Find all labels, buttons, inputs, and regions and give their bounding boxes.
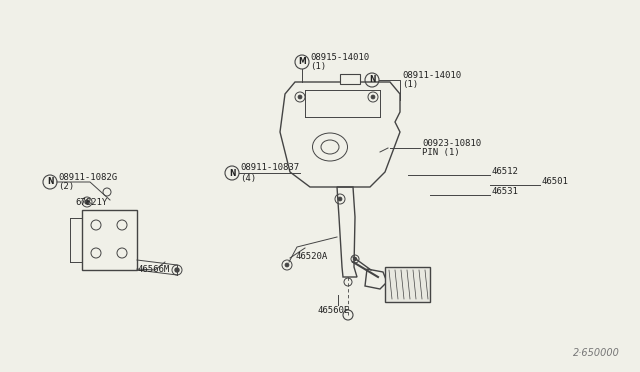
- Text: N: N: [47, 177, 53, 186]
- Text: N: N: [228, 169, 236, 177]
- Text: PIN (1): PIN (1): [422, 148, 460, 157]
- Text: N: N: [369, 76, 375, 84]
- Bar: [340, 74, 360, 84]
- Bar: [385, 267, 430, 302]
- Text: 08911-1082G: 08911-1082G: [58, 173, 117, 182]
- Circle shape: [371, 95, 375, 99]
- Text: 46566M: 46566M: [138, 265, 170, 274]
- Text: (2): (2): [58, 183, 74, 192]
- Circle shape: [175, 268, 179, 272]
- Text: 46512: 46512: [492, 167, 519, 176]
- Circle shape: [298, 95, 302, 99]
- Text: 46520A: 46520A: [295, 252, 327, 261]
- Text: 08915-14010: 08915-14010: [310, 54, 369, 62]
- Text: 46560E: 46560E: [318, 306, 350, 315]
- Text: 67821Y: 67821Y: [75, 198, 108, 207]
- Text: M: M: [298, 58, 306, 67]
- Text: 2·650000: 2·650000: [573, 348, 620, 358]
- Circle shape: [285, 263, 289, 267]
- Text: 08911-14010: 08911-14010: [402, 71, 461, 80]
- Circle shape: [353, 257, 356, 260]
- Text: 00923-10810: 00923-10810: [422, 140, 481, 148]
- Text: (4): (4): [240, 173, 256, 183]
- Text: (1): (1): [402, 80, 418, 90]
- Circle shape: [338, 197, 342, 201]
- Circle shape: [85, 200, 89, 204]
- Text: 08911-10837: 08911-10837: [240, 164, 299, 173]
- Text: 46531: 46531: [492, 187, 519, 196]
- Text: 46501: 46501: [542, 177, 569, 186]
- Text: (1): (1): [310, 62, 326, 71]
